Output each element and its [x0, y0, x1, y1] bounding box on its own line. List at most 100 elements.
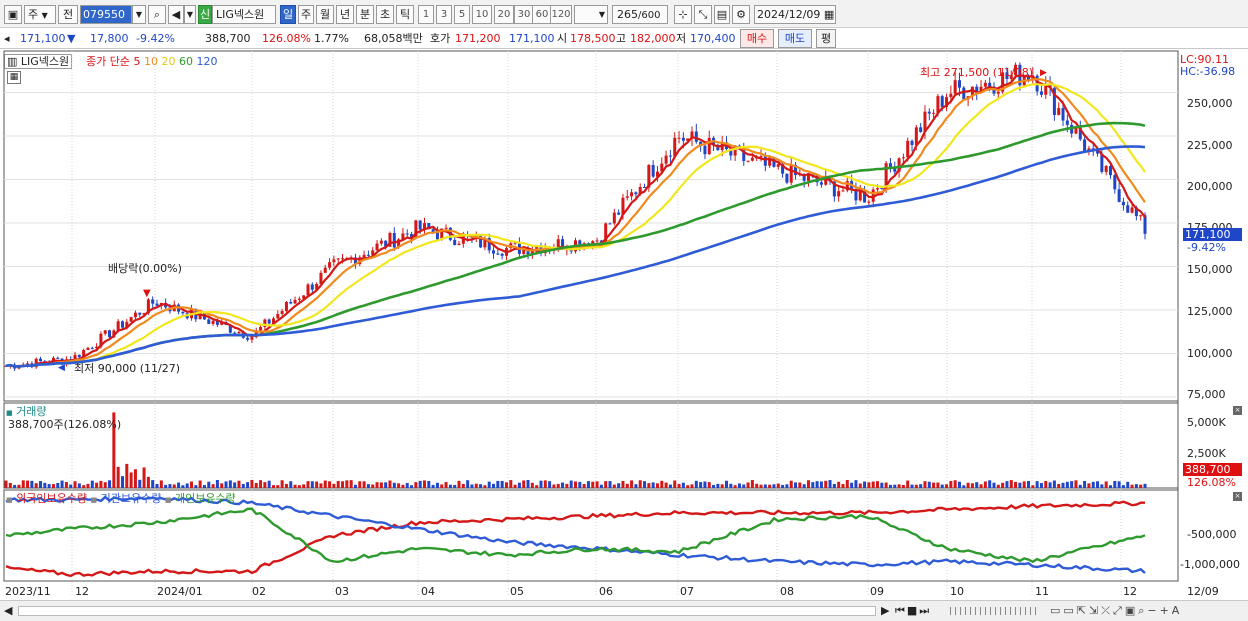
table-view-icon[interactable]: ▦ — [7, 71, 21, 84]
period-minute-button[interactable]: 분 — [356, 5, 374, 24]
ma-legend[interactable]: 종가 단순 5 10 20 60 120 — [86, 55, 217, 68]
scrollbar-track[interactable] — [18, 606, 876, 616]
volume-bar — [90, 480, 94, 488]
period-week-button[interactable]: 주 — [298, 5, 314, 24]
candle-body — [297, 298, 301, 300]
change-percent: -9.42% — [136, 32, 175, 45]
volume-bar — [198, 480, 202, 488]
volume-bar — [4, 480, 8, 488]
bar-count-field[interactable]: 265/600 — [612, 5, 668, 24]
candle-body — [979, 86, 983, 92]
volume-bar — [138, 479, 142, 488]
num-button-120[interactable]: 120 — [550, 5, 572, 24]
buy-button[interactable]: 매수 — [740, 29, 774, 48]
num-button-20[interactable]: 20 — [494, 5, 514, 24]
candle-body — [746, 160, 750, 162]
period-second-button[interactable]: 초 — [376, 5, 394, 24]
calendar-icon[interactable]: ▦ — [823, 8, 835, 21]
chart-icon: ▥ — [7, 55, 18, 68]
low-label: 저 — [676, 32, 687, 45]
volume-bar — [108, 480, 112, 488]
candle-body — [440, 228, 444, 240]
volume-bar — [970, 483, 974, 488]
crosshair-icon[interactable]: ⊹ — [674, 5, 692, 24]
volume-bar — [927, 481, 931, 488]
interval-select[interactable]: 주 ▼ — [24, 5, 56, 24]
candle-body — [211, 320, 215, 324]
volume-bar — [17, 484, 21, 488]
period-year-button[interactable]: 년 — [336, 5, 354, 24]
playback-controls[interactable]: ⏮■⏭ — [895, 604, 932, 617]
volume-bar — [207, 481, 211, 488]
search-icon[interactable]: ⌕ — [148, 5, 166, 24]
chart-tools-icons[interactable]: ▭▭⇱⇲⤫⤢▣⌕−+A — [1050, 604, 1183, 617]
volume-bar — [975, 482, 979, 488]
volume-bar — [625, 483, 629, 488]
candle-body — [729, 149, 733, 156]
volume-bar — [712, 484, 716, 488]
save-icon[interactable]: ▤ — [714, 5, 730, 24]
volume-bar — [1052, 480, 1056, 488]
x-label-12: 12 — [75, 585, 89, 598]
trade-value: 68,058백만 — [364, 32, 423, 45]
volume-bar — [845, 479, 849, 488]
volume-bar — [1130, 484, 1134, 488]
zoom-slider[interactable] — [950, 607, 1040, 615]
volume-bar — [401, 484, 405, 488]
volume-bar — [341, 481, 345, 488]
num-button-1[interactable]: 1 — [418, 5, 434, 24]
volume-bar — [43, 482, 47, 488]
volume-bar — [120, 476, 124, 488]
holding-line-0 — [5, 500, 1145, 578]
volume-bar — [901, 485, 905, 488]
draw-tool-icon[interactable]: ⤡ — [694, 5, 712, 24]
stock-name-field[interactable]: LIG넥스원 — [212, 5, 276, 24]
candle-body — [90, 347, 94, 349]
speaker-icon[interactable]: ◀ — [168, 5, 184, 24]
prev-button[interactable]: 전 — [58, 5, 78, 24]
num-button-10[interactable]: 10 — [472, 5, 492, 24]
candle-body — [638, 187, 642, 195]
stock-code-input[interactable]: 079550 — [80, 5, 132, 24]
volume-bar — [768, 484, 772, 488]
custom-period-select[interactable]: ▼ — [574, 5, 608, 24]
close-icon[interactable]: × — [1233, 492, 1242, 501]
candle-body — [940, 96, 944, 108]
collapse-icon[interactable]: ◂ — [4, 32, 10, 45]
sell-button[interactable]: 매도 — [778, 29, 812, 48]
volume-bar — [64, 482, 68, 488]
candle-body — [82, 350, 86, 358]
num-button-5[interactable]: 5 — [454, 5, 470, 24]
candle-body — [207, 319, 211, 324]
volume-bar — [759, 484, 763, 488]
volume-summary: 388,700주(126.08%) — [8, 418, 122, 431]
period-tick-button[interactable]: 틱 — [396, 5, 414, 24]
window-menu-icon[interactable]: ▣ — [4, 5, 22, 24]
num-button-3[interactable]: 3 — [436, 5, 452, 24]
chevron-down-icon[interactable]: ▼ — [132, 5, 146, 24]
chart-legend-stock[interactable]: ▥ LIG넥스원 — [4, 54, 73, 69]
scroll-left-icon[interactable]: ◀ — [4, 604, 13, 617]
average-button[interactable]: 평 — [816, 29, 836, 48]
period-month-button[interactable]: 월 — [316, 5, 334, 24]
volume-bar — [444, 482, 448, 488]
scroll-right-icon[interactable]: ▶ — [881, 604, 890, 617]
volume-bar — [56, 483, 60, 488]
candle-body — [1027, 76, 1031, 81]
volume-bar — [77, 483, 81, 488]
close-icon[interactable]: × — [1233, 406, 1242, 415]
date-field[interactable]: 2024/12/09 ▦ — [754, 5, 836, 24]
num-button-60[interactable]: 60 — [532, 5, 552, 24]
volume-bar — [897, 484, 901, 488]
x-label-02: 02 — [252, 585, 266, 598]
volume-bar — [591, 481, 595, 488]
volume-bar — [1078, 484, 1082, 488]
ma-line-20 — [5, 83, 1146, 368]
candle-body — [815, 175, 819, 183]
x-label-07: 07 — [680, 585, 694, 598]
num-button-30[interactable]: 30 — [514, 5, 534, 24]
chevron-down-icon[interactable]: ▼ — [184, 5, 196, 24]
gear-icon[interactable]: ⚙ — [732, 5, 750, 24]
volume-bar — [1014, 481, 1018, 488]
period-day-button[interactable]: 일 — [280, 5, 296, 24]
